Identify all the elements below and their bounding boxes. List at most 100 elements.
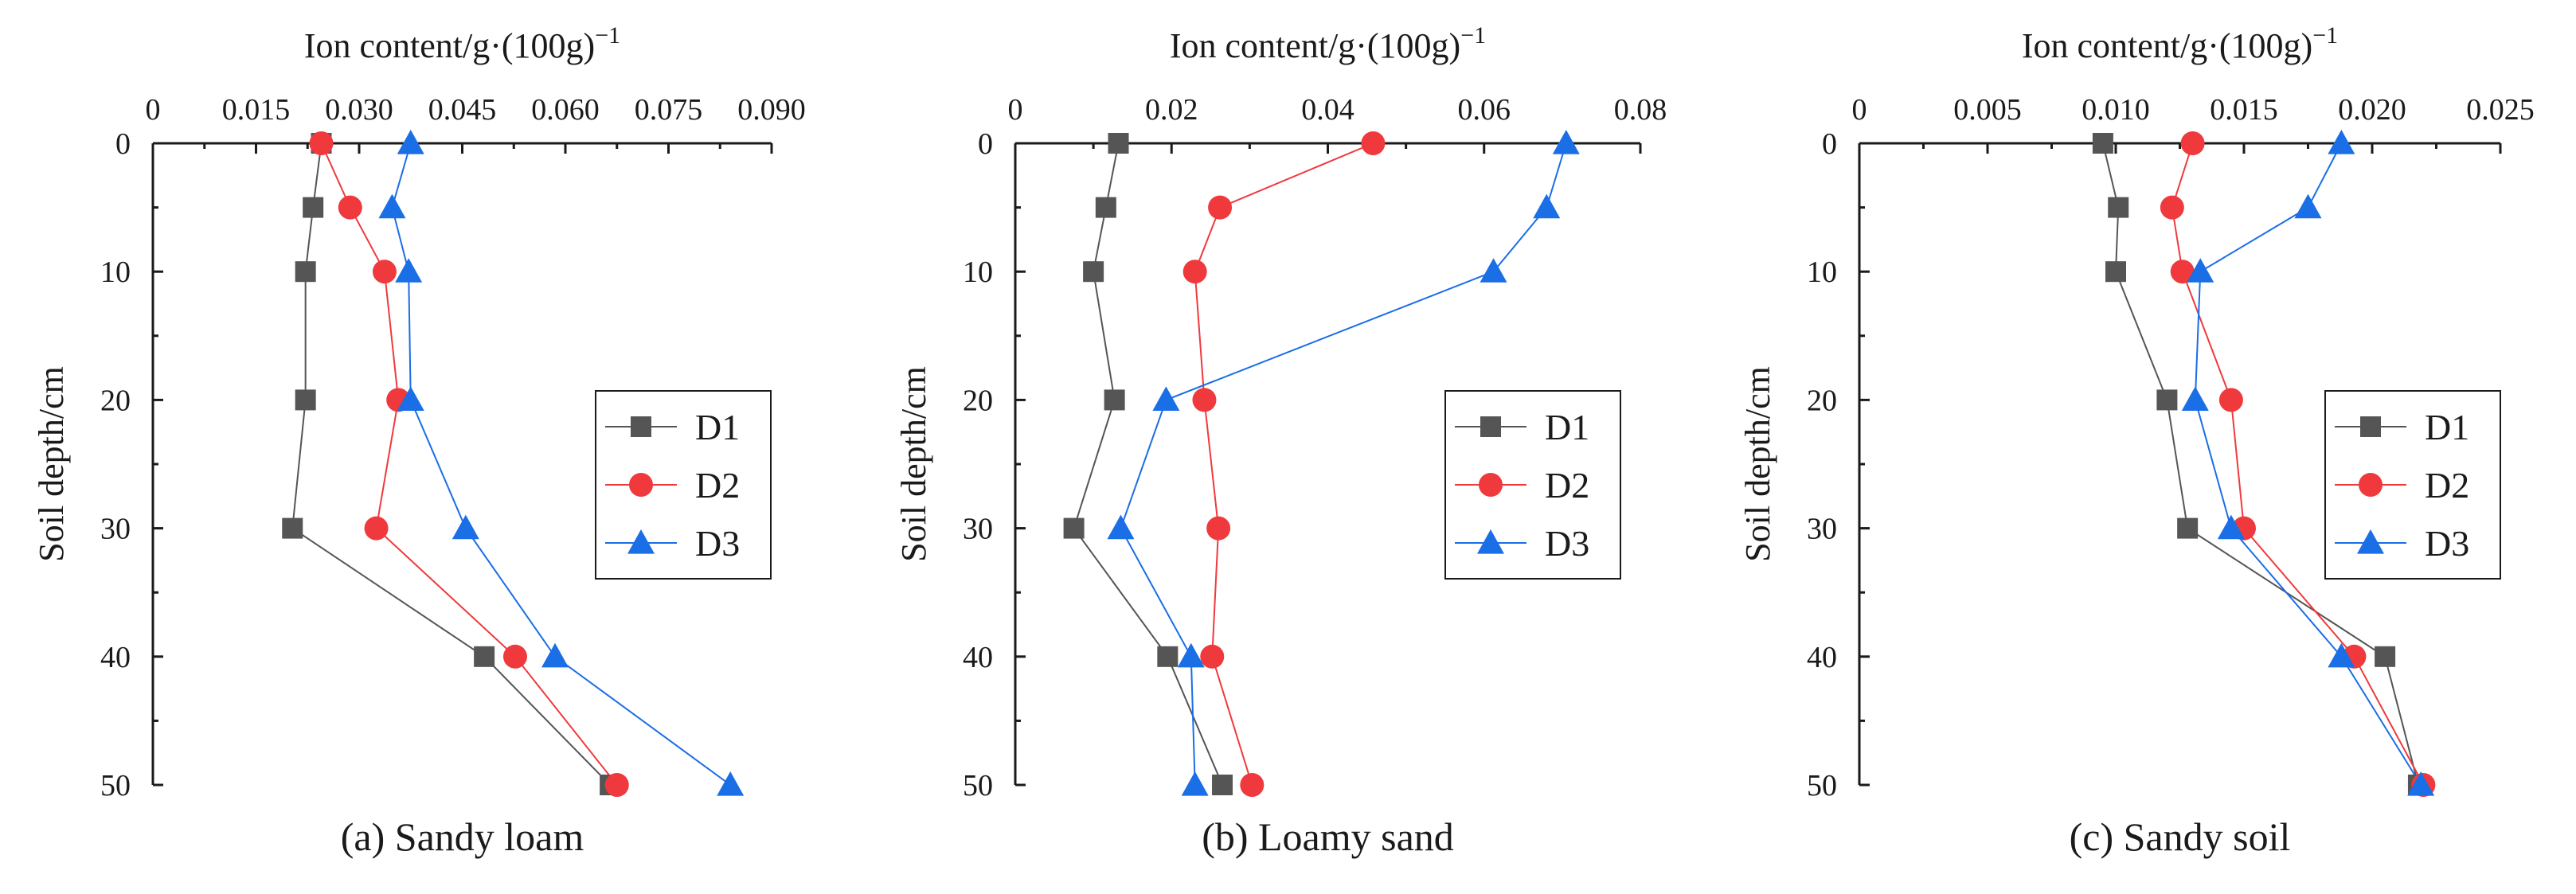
data-point-d2 [2170, 260, 2195, 284]
data-point-d3 [541, 642, 569, 668]
data-point-d1 [2177, 517, 2199, 539]
data-point-d2 [604, 773, 629, 797]
x-tick-label: 0.075 [635, 93, 703, 127]
x-tick-label: 0.015 [222, 93, 291, 127]
series-line-d1 [1073, 142, 1223, 786]
data-point-d2 [502, 644, 527, 669]
x-tick-label: 0.005 [1953, 93, 2022, 127]
x-tick-label: 0.02 [1145, 93, 1198, 127]
chart-panel-3: 0 0.005 0.010 0.015 0.020 0.025 0 10 20 30 40 50 Ion… [1738, 22, 2535, 859]
legend-label-d2: D2 [695, 465, 740, 506]
legend-marker-d3 [1477, 529, 1504, 554]
data-point-d3 [1177, 642, 1205, 668]
data-point-d3 [451, 514, 479, 540]
series-line-d2 [1194, 142, 1374, 786]
data-point-d1 [1063, 517, 1085, 539]
data-point-d2 [2160, 195, 2184, 220]
y-axis-title: Soil depth/cm [32, 366, 71, 562]
data-point-d3 [2294, 193, 2322, 219]
legend: D1 D2 D3 [1444, 390, 1621, 580]
data-point-d1 [2092, 133, 2113, 154]
data-point-d2 [2180, 131, 2205, 155]
data-point-d3 [1152, 386, 1180, 411]
x-axis-title: Ion content/g·(100g)−1 [304, 22, 620, 65]
y-tick-label: 30 [1807, 513, 1837, 546]
y-tick-label: 50 [963, 769, 993, 802]
panel-caption: (b) Loamy sand [1202, 814, 1454, 859]
panel-caption: (a) Sandy loam [341, 814, 584, 859]
data-point-d3 [1480, 258, 1507, 283]
data-point-d2 [338, 195, 362, 220]
data-point-d1 [1104, 389, 1125, 411]
data-point-d3 [2328, 130, 2355, 154]
data-point-d1 [295, 389, 316, 411]
legend-marker-d2 [629, 473, 653, 497]
legend-marker-d2 [2359, 473, 2383, 497]
y-tick-label: 10 [1807, 256, 1837, 289]
x-tick-label: 0.015 [2210, 93, 2278, 127]
y-tick-label: 30 [100, 513, 131, 546]
x-tick-label: 0.020 [2338, 93, 2406, 127]
x-axis-title: Ion content/g·(100g)−1 [1170, 22, 1486, 65]
data-point-d3 [2181, 386, 2209, 411]
data-point-d2 [1182, 260, 1207, 284]
y-tick-label: 30 [963, 513, 993, 546]
series-line-d1 [291, 142, 611, 786]
legend-marker-d3 [627, 529, 655, 554]
data-point-d1 [295, 261, 316, 283]
data-point-d3 [2187, 258, 2214, 283]
data-point-d3 [378, 193, 406, 219]
x-tick-label: 0.06 [1458, 93, 1511, 127]
series-line-d2 [320, 142, 618, 786]
data-point-d3 [1181, 771, 1209, 796]
data-point-d1 [282, 517, 303, 539]
legend-marker-d1 [631, 416, 651, 437]
data-point-d2 [1361, 131, 1386, 155]
x-tick-label: 0 [1852, 93, 1867, 127]
y-tick-label: 0 [115, 127, 131, 161]
legend-marker-d3 [2357, 529, 2384, 554]
data-point-d3 [717, 771, 745, 796]
data-point-d3 [2217, 514, 2245, 540]
data-point-d3 [1552, 130, 1580, 154]
panel-caption: (c) Sandy soil [2070, 814, 2291, 859]
x-tick-label: 0.060 [531, 93, 600, 127]
data-point-d3 [397, 386, 424, 411]
legend-label-d1: D1 [695, 407, 740, 447]
x-axis-title: Ion content/g·(100g)−1 [2022, 22, 2338, 65]
legend: D1 D2 D3 [595, 390, 772, 580]
legend-label-d3: D3 [2425, 523, 2469, 564]
y-axis-title: Soil depth/cm [894, 366, 933, 562]
data-point-d1 [1108, 133, 1129, 154]
y-tick-label: 0 [978, 127, 993, 161]
y-tick-label: 10 [963, 256, 993, 289]
data-point-d3 [1107, 514, 1135, 540]
data-point-d2 [2218, 388, 2243, 412]
y-tick-label: 50 [1807, 769, 1837, 802]
y-tick-label: 20 [1807, 384, 1837, 417]
y-tick-label: 40 [963, 641, 993, 674]
data-point-d3 [2407, 771, 2435, 796]
data-point-d1 [2156, 389, 2178, 411]
y-tick-label: 40 [100, 641, 131, 674]
x-tick-label: 0.090 [737, 93, 806, 127]
chart-panel-2: 0 0.02 0.04 0.06 0.08 0 10 20 30 40 50 Ion content/… [894, 22, 1667, 859]
data-point-d1 [2105, 261, 2126, 283]
data-point-d2 [1240, 773, 1265, 797]
data-point-d1 [474, 646, 495, 667]
y-tick-label: 50 [100, 769, 131, 802]
data-point-d3 [397, 130, 424, 154]
data-point-d2 [1206, 516, 1231, 541]
y-tick-label: 20 [963, 384, 993, 417]
y-tick-label: 0 [1822, 127, 1837, 161]
data-point-d2 [1208, 195, 1233, 220]
data-point-d3 [2328, 642, 2355, 668]
data-point-d1 [1083, 261, 1104, 283]
x-tick-label: 0.045 [428, 93, 497, 127]
x-tick-label: 0.010 [2082, 93, 2150, 127]
data-point-d2 [364, 516, 389, 541]
x-tick-label: 0.04 [1301, 93, 1354, 127]
data-point-d1 [1095, 197, 1116, 218]
data-point-d3 [395, 258, 423, 283]
